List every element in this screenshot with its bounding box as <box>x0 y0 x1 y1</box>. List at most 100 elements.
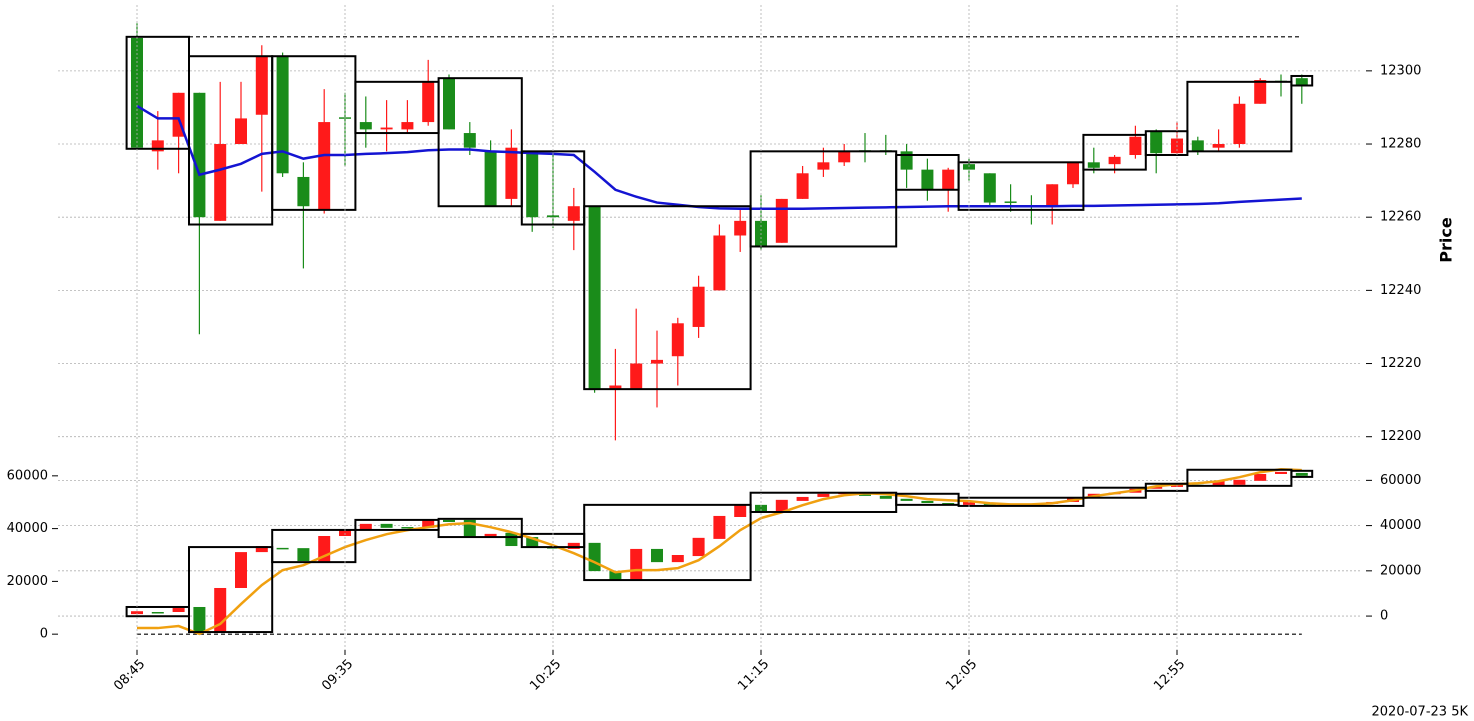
candle-body <box>1254 473 1267 481</box>
candle-body <box>401 122 414 130</box>
candle-body <box>567 206 580 221</box>
candle-body <box>443 78 455 130</box>
x-tick-label: 12:05 <box>943 657 980 694</box>
candle-body <box>1233 479 1246 485</box>
y-tick-label: 12300 <box>1380 63 1421 78</box>
candle-body <box>630 363 643 390</box>
candle-body <box>900 498 913 501</box>
candle-body <box>734 504 747 517</box>
candle-body <box>817 493 830 497</box>
box <box>957 496 1085 507</box>
candle-body <box>671 555 684 563</box>
candle-body <box>359 122 372 130</box>
candle-body <box>817 162 830 170</box>
candle-body <box>1191 140 1204 152</box>
candle-body <box>692 286 705 327</box>
candle-body <box>318 122 331 210</box>
candle-body <box>859 493 871 496</box>
candle-body <box>963 501 975 505</box>
candle-body <box>276 547 289 550</box>
candle-body <box>671 323 684 357</box>
candle-body <box>921 169 934 190</box>
candle-body <box>609 385 622 390</box>
candle-body <box>1233 103 1246 145</box>
candle-body <box>713 515 726 539</box>
box <box>1290 469 1314 478</box>
candle-body <box>775 198 788 243</box>
candle-body <box>235 118 247 145</box>
candle-body <box>276 56 289 174</box>
box <box>583 503 752 582</box>
candle-body <box>734 220 747 236</box>
candle-body <box>1150 131 1163 154</box>
candle-body <box>1067 162 1079 185</box>
candle-body <box>983 173 996 203</box>
candle-body <box>380 127 393 130</box>
x-tick-label: 11:15 <box>735 657 772 694</box>
box <box>957 161 1085 211</box>
candle-body <box>339 529 351 536</box>
candle-body <box>1275 471 1287 474</box>
candle-body <box>255 56 268 115</box>
candle-body <box>838 151 851 163</box>
candle-body <box>380 523 393 528</box>
box <box>188 546 274 634</box>
y-tick-label: 12200 <box>1380 429 1421 444</box>
y-tick-label: 20000 <box>7 574 48 589</box>
line <box>137 468 1302 636</box>
candle-body <box>505 532 518 547</box>
candle-body <box>484 151 497 207</box>
candle-body <box>1295 472 1308 476</box>
candle-body <box>651 548 663 563</box>
footer: 2020-07-23 5K <box>1372 705 1469 720</box>
candle-body <box>151 612 164 614</box>
candle-body <box>879 495 892 499</box>
candle-body <box>401 527 414 529</box>
box <box>1144 482 1189 492</box>
y-tick-label: 12240 <box>1380 283 1421 298</box>
candle-body <box>796 173 809 199</box>
candle-body <box>609 571 622 581</box>
candle-body <box>588 542 601 572</box>
y-tick-label: 0 <box>40 627 48 642</box>
y-axis-label: Price <box>1437 217 1456 263</box>
candle-body <box>172 608 185 612</box>
candle-body <box>131 611 143 615</box>
candle-body <box>1004 201 1017 203</box>
line <box>136 104 1302 211</box>
candle-body <box>297 176 310 207</box>
candle-body <box>1129 136 1142 155</box>
candle-body <box>193 606 206 633</box>
box <box>437 77 523 208</box>
y2-tick-label: 20000 <box>1380 563 1421 578</box>
candle-body <box>422 519 435 528</box>
candle-body <box>235 552 247 588</box>
box <box>1082 486 1147 499</box>
y-tick-label: 12280 <box>1380 137 1421 152</box>
candle-body <box>297 548 310 562</box>
y2-tick-label: 60000 <box>1380 473 1421 488</box>
candle-body <box>588 206 601 390</box>
candle-body <box>131 37 143 148</box>
candle-body <box>1108 156 1121 165</box>
x-tick-label: 10:25 <box>527 657 564 694</box>
candle-body <box>1046 184 1059 207</box>
box <box>437 517 523 539</box>
candle-body <box>547 215 559 218</box>
y-tick-label: 60000 <box>7 468 48 483</box>
candle-body <box>1212 480 1225 486</box>
candle-body <box>942 169 955 190</box>
candle-body <box>443 519 455 523</box>
candle-body <box>526 537 539 548</box>
candle-body <box>1212 144 1225 148</box>
candle-body <box>775 499 788 512</box>
candle-body <box>359 523 372 530</box>
candle-body <box>151 140 164 152</box>
x-tick-label: 09:35 <box>319 657 356 694</box>
candle-body <box>921 500 934 504</box>
x-tick-label: 12:55 <box>1151 657 1188 694</box>
candle-body <box>255 546 268 553</box>
candle-body <box>463 133 476 148</box>
candle-body <box>567 542 580 549</box>
